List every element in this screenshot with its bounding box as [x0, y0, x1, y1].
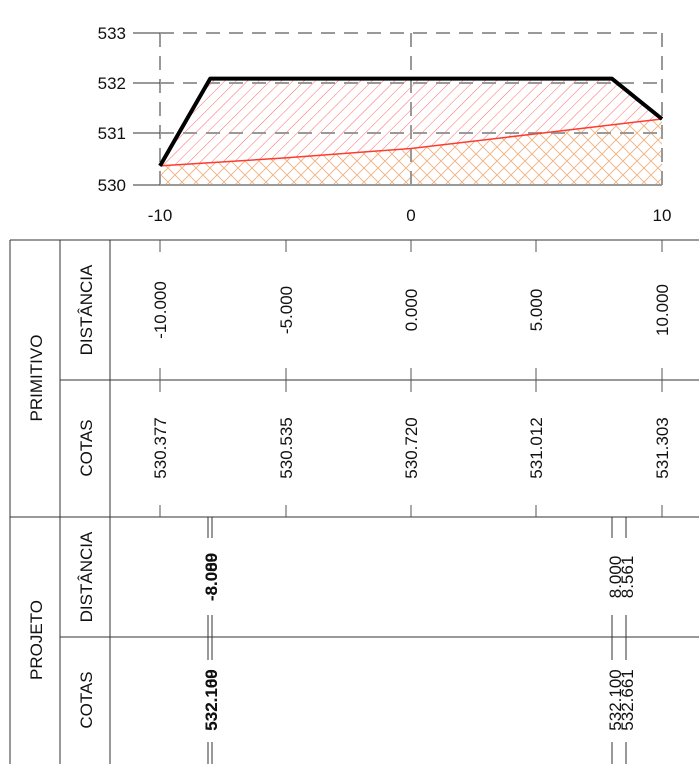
cut-fill — [160, 78, 662, 166]
section-label-primitivo: PRIMITIVO — [27, 335, 46, 422]
plot-grid — [159, 32, 663, 185]
elevation-value: 531.012 — [527, 417, 546, 478]
design-distance-value: 8.561 — [618, 556, 637, 599]
ground-line — [159, 118, 663, 167]
distance-value: -5.000 — [277, 286, 296, 334]
row-label-cotas: COTAS — [77, 671, 96, 728]
x-tick-label: 10 — [653, 206, 672, 225]
elevation-value: 530.377 — [151, 417, 170, 478]
row-label-distancia: DISTÂNCIA — [77, 531, 96, 622]
row-label-distancia: DISTÂNCIA — [77, 264, 96, 355]
elevation-value: 530.535 — [277, 417, 296, 478]
y-tick-label: 532 — [98, 74, 126, 93]
distance-value: 10.000 — [653, 284, 672, 336]
design-elevation-value: 532.661 — [618, 669, 637, 730]
design-distance-value: 8.000 — [606, 556, 625, 599]
design-elevation-value: 532.100 — [606, 669, 625, 730]
x-tick-label: 0 — [406, 206, 415, 225]
y-tick-label: 531 — [98, 124, 126, 143]
profile-table — [9, 239, 699, 764]
design-elevation-value: 532.100 — [202, 669, 221, 730]
section-label-projeto: PROJETO — [27, 600, 46, 680]
design-distance-value: -8.000 — [202, 553, 221, 601]
design-line — [158, 76, 664, 167]
distance-value: -10.000 — [151, 281, 170, 339]
elevation-value: 531.303 — [653, 417, 672, 478]
distance-value: 5.000 — [527, 289, 546, 332]
y-tick-label: 533 — [98, 24, 126, 43]
row-label-cotas: COTAS — [77, 419, 96, 476]
distance-value: 0.000 — [402, 289, 421, 332]
design-distance-value: -8.089 — [202, 553, 221, 601]
design-elevation-value: 532.169 — [202, 669, 221, 730]
elevation-value: 530.720 — [402, 417, 421, 478]
profile-plot: 533 532 531 530 -10 0 10 — [98, 24, 672, 225]
y-tick-label: 530 — [98, 176, 126, 195]
x-tick-label: -10 — [148, 206, 173, 225]
